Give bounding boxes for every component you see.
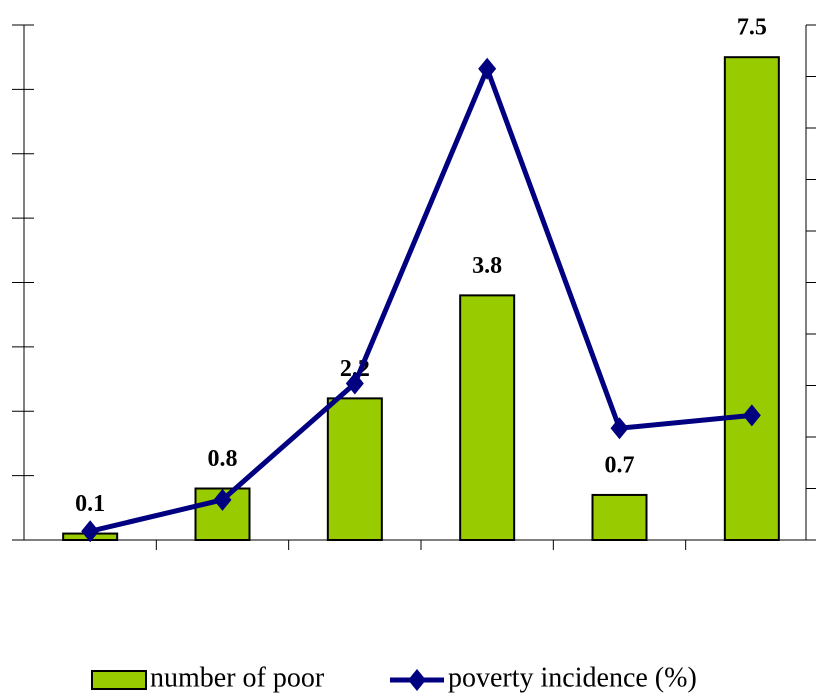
legend-marker (408, 669, 426, 691)
marker (345, 372, 364, 395)
legend-label: number of poor (150, 662, 325, 693)
bar (723, 56, 780, 541)
marker (81, 520, 100, 543)
bar (591, 493, 648, 541)
value-label: 0.8 (208, 446, 238, 472)
legend-label: poverty incidence (%) (448, 662, 697, 693)
marker (610, 417, 629, 440)
value-label: 0.7 (605, 452, 635, 478)
line (89, 61, 753, 534)
bar (326, 397, 383, 541)
marker (213, 488, 232, 511)
value-label: 7.5 (737, 15, 767, 41)
bar (459, 294, 516, 541)
value-label: 3.8 (472, 253, 502, 279)
legend-swatch (91, 670, 147, 690)
value-label: 0.1 (75, 491, 105, 517)
marker (478, 57, 497, 80)
marker (742, 404, 761, 427)
